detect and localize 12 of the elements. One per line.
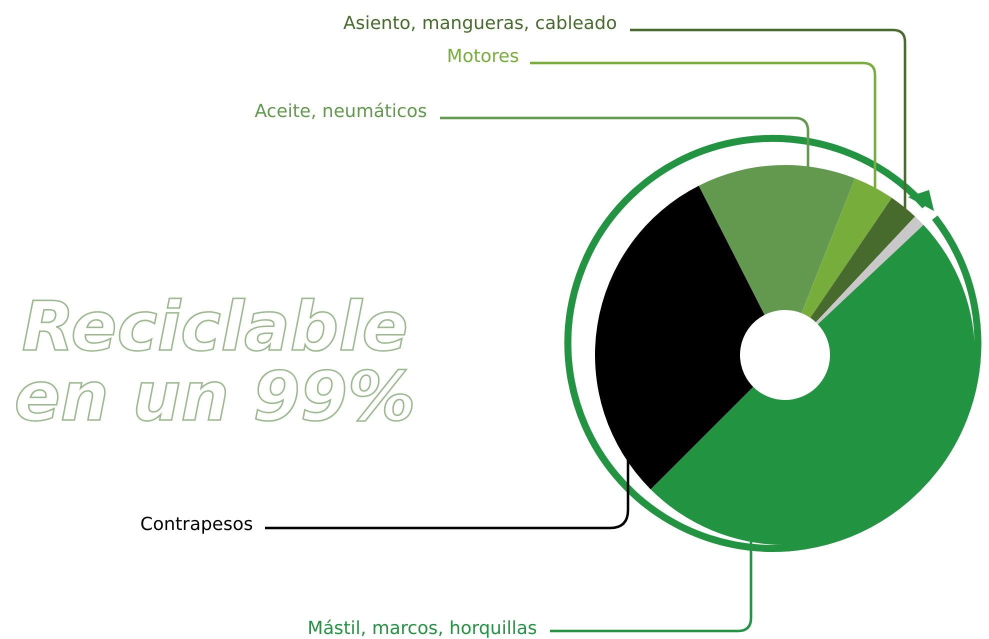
- text: Reciclable en un 99%: [14, 288, 416, 437]
- donut-slice: [698, 165, 855, 315]
- slice-label: Contrapesos: [140, 514, 253, 535]
- slice-label: Asiento, mangueras, cableado: [343, 13, 617, 34]
- donut-slice: [595, 186, 765, 490]
- slice-label: Motores: [446, 46, 519, 67]
- donut-slice: [802, 178, 892, 318]
- donut-slice: [650, 224, 975, 545]
- donut-slice: [816, 216, 924, 324]
- slice-label: Aceite, neumáticos: [254, 101, 427, 122]
- donut-slice: [810, 198, 916, 322]
- slice-label: Mástil, marcos, horquillas: [308, 618, 537, 639]
